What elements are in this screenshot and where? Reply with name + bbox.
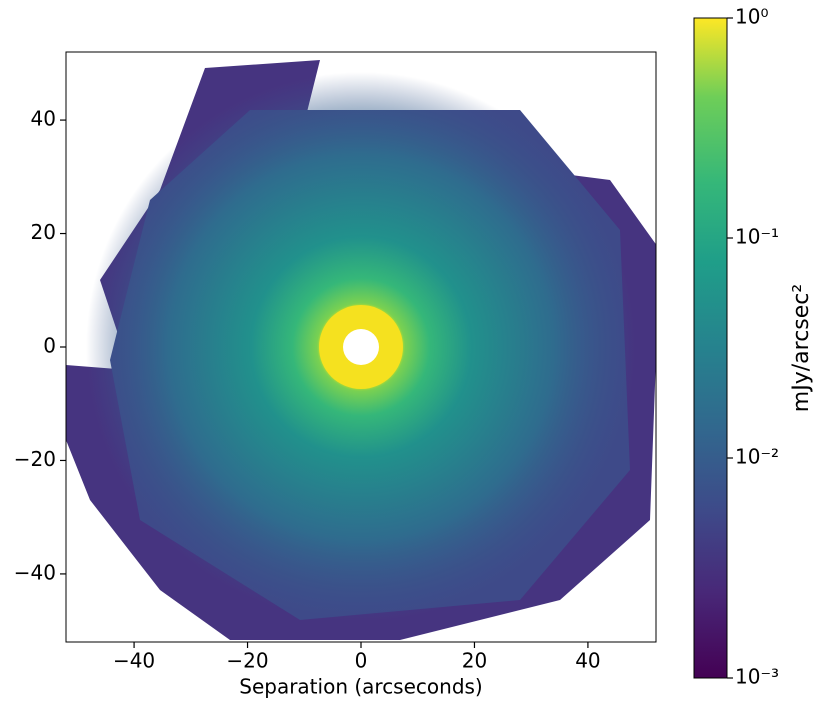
x-tick-label: 0: [355, 649, 368, 673]
x-tick-label: −20: [226, 649, 268, 673]
colorbar-label: mJy/arcsec²: [789, 284, 814, 412]
colorbar-tick-label: 10⁰: [735, 5, 768, 29]
y-tick-label: 0: [43, 334, 56, 358]
colorbar: [693, 17, 728, 679]
x-tick-label: 40: [575, 649, 600, 673]
colorbar-tick-label: 10⁻³: [735, 665, 779, 689]
y-tick-label: 20: [31, 220, 56, 244]
colorbar-tick-label: 10⁻¹: [735, 225, 779, 249]
y-tick-label: −40: [14, 560, 56, 584]
x-tick-label: −40: [113, 649, 155, 673]
colorbar-tick-label: 10⁻²: [735, 445, 779, 469]
image: [66, 52, 656, 642]
y-tick-label: −20: [14, 447, 56, 471]
x-tick-label: 20: [462, 649, 487, 673]
y-tick-label: 40: [31, 107, 56, 131]
x-axis-label: Separation (arcseconds): [239, 675, 483, 699]
